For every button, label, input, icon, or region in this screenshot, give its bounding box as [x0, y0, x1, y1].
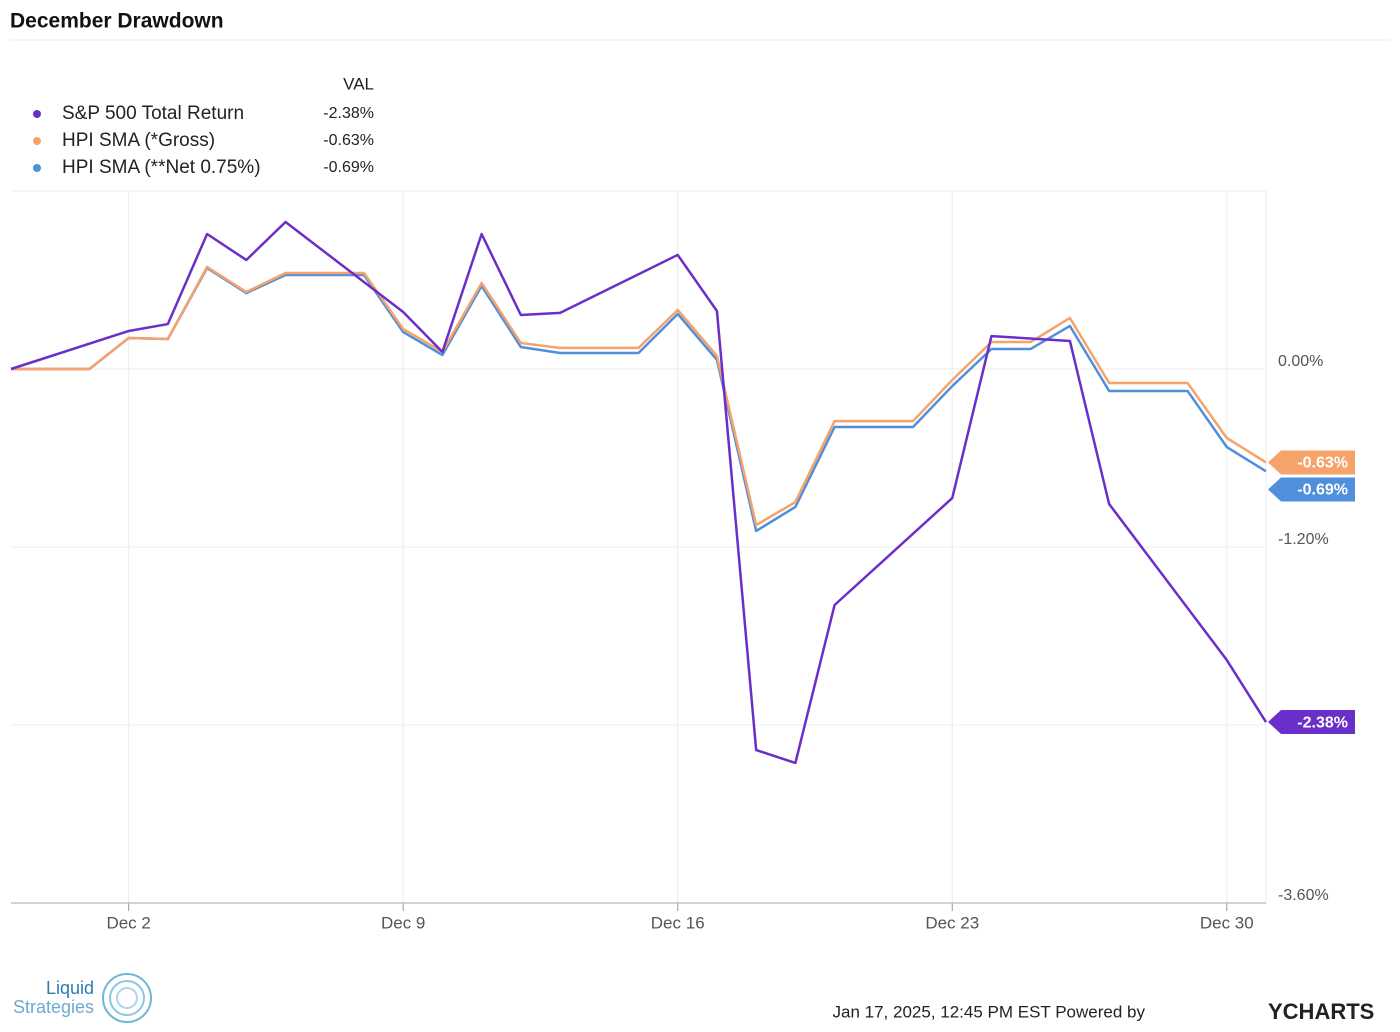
x-tick-label: Dec 30: [1200, 913, 1254, 932]
x-tick-label: Dec 9: [381, 913, 425, 932]
end-label-box: [1268, 710, 1355, 735]
logo-text: Strategies: [13, 997, 94, 1017]
legend-label: S&P 500 Total Return: [62, 103, 244, 124]
logo-text: Liquid: [46, 978, 94, 998]
legend-marker: [33, 137, 41, 145]
footer-brand: YCHARTS: [1268, 999, 1374, 1024]
legend-marker: [33, 110, 41, 118]
series-line: [11, 266, 1267, 533]
end-label: -2.38%: [1297, 714, 1348, 731]
legend-header: VAL: [343, 74, 374, 93]
end-label: -0.63%: [1297, 455, 1348, 472]
x-tick-label: Dec 2: [106, 913, 150, 932]
legend-label: HPI SMA (*Gross): [62, 130, 215, 151]
footer-timestamp: Jan 17, 2025, 12:45 PM EST Powered by: [833, 1002, 1146, 1021]
y-tick-label: -3.60%: [1278, 887, 1329, 904]
chart-title: December Drawdown: [10, 10, 224, 33]
legend-value: -0.69%: [323, 159, 374, 176]
legend-value: -2.38%: [323, 105, 374, 122]
legend-label: HPI SMA (**Net 0.75%): [62, 157, 261, 178]
series-line: [10, 220, 1268, 765]
x-tick-label: Dec 23: [925, 913, 979, 932]
y-tick-label: 0.00%: [1278, 353, 1323, 370]
legend-box: [12, 70, 382, 182]
x-tick-label: Dec 16: [651, 913, 705, 932]
logo: Liquid Strategies: [13, 973, 152, 1023]
legend-value: -0.63%: [323, 132, 374, 149]
end-label-box: [1268, 450, 1355, 475]
legend-marker: [33, 164, 41, 172]
series-line: [11, 265, 1267, 527]
y-tick-label: -1.20%: [1278, 531, 1329, 548]
end-label: -0.69%: [1297, 482, 1348, 499]
end-label-box: [1268, 477, 1355, 502]
